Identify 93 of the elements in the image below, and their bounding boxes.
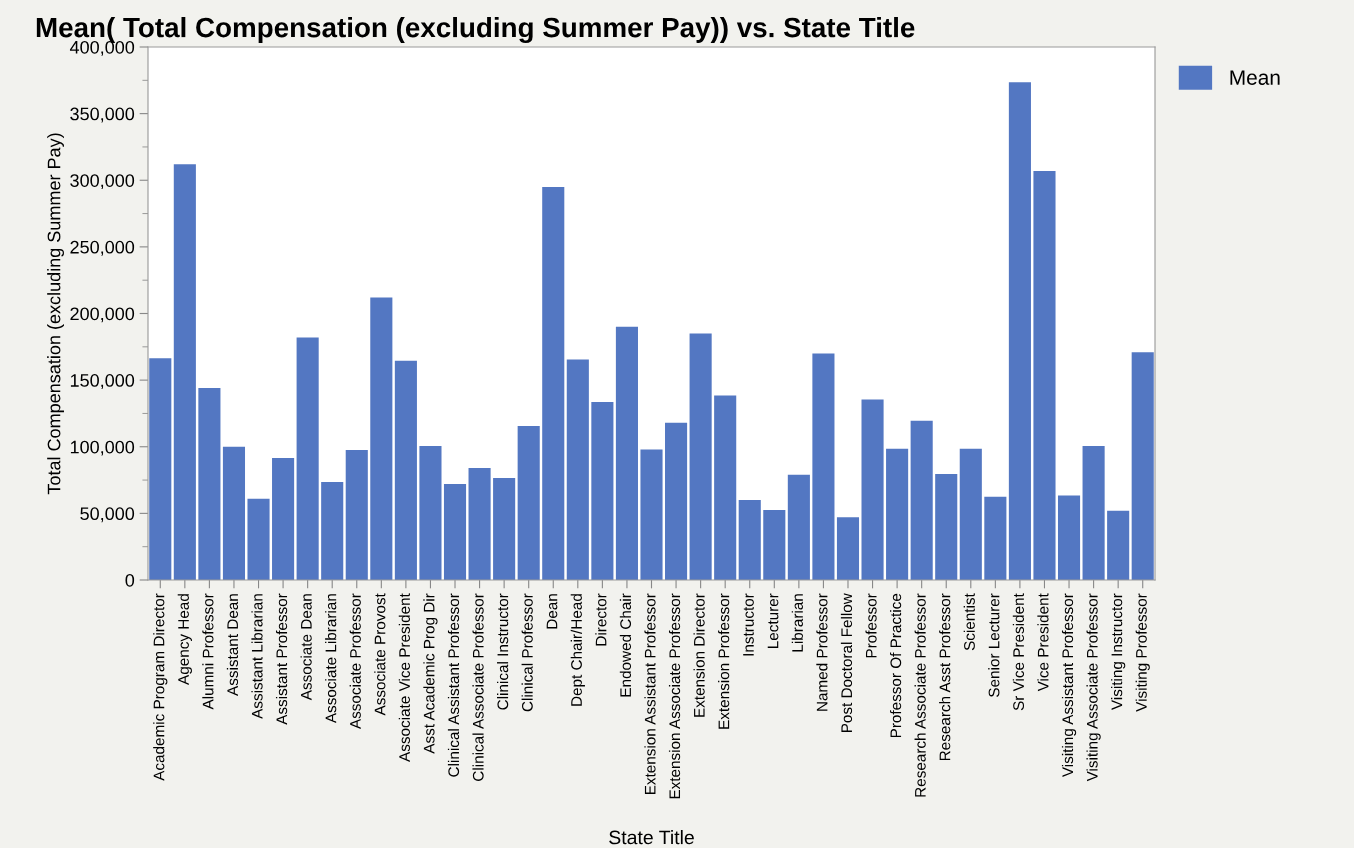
x-tick-label: Research Associate Professor bbox=[914, 593, 926, 797]
bar bbox=[370, 297, 393, 580]
bar bbox=[296, 337, 319, 580]
bar bbox=[665, 422, 688, 580]
bar bbox=[272, 458, 295, 580]
x-tick-label: Extension Professor bbox=[718, 593, 730, 729]
y-tick-label: 100,000 bbox=[70, 440, 135, 456]
y-tick-label: 0 bbox=[125, 573, 135, 587]
x-tick-label: Dean bbox=[546, 594, 558, 629]
bar bbox=[836, 517, 860, 580]
x-tick-label: Alumni Professor bbox=[202, 593, 214, 710]
bar bbox=[345, 450, 368, 580]
bar bbox=[1008, 82, 1031, 580]
x-tick-label: Visiting Professor bbox=[1135, 593, 1150, 712]
bar bbox=[1057, 495, 1081, 580]
bar bbox=[247, 498, 270, 580]
x-tick-label: Professor bbox=[865, 593, 877, 658]
bar bbox=[763, 510, 786, 580]
bar bbox=[910, 420, 933, 580]
x-tick-label: Associate Provost bbox=[374, 593, 386, 716]
bar bbox=[861, 399, 884, 580]
x-tick-label: Named Professor bbox=[816, 593, 828, 711]
x-tick-label: Vice President bbox=[1037, 593, 1049, 692]
bar bbox=[149, 358, 172, 580]
bar bbox=[689, 333, 712, 580]
x-tick-label: Dept Chair/Head bbox=[570, 594, 585, 706]
x-tick-label: Assistant Librarian bbox=[251, 594, 263, 719]
y-tick-label: 50,000 bbox=[80, 507, 135, 523]
x-tick-label: Clinical Assistant Professor bbox=[447, 593, 460, 777]
legend-label: Mean bbox=[1230, 70, 1280, 85]
x-tick-label: Asst Academic Prog Dir bbox=[423, 593, 438, 754]
bar bbox=[935, 474, 958, 580]
bar bbox=[959, 448, 982, 580]
bar bbox=[640, 449, 663, 580]
x-tick-label: Professor Of Practice bbox=[889, 593, 902, 738]
x-tick-label: Extension Assistant Professor bbox=[644, 593, 656, 795]
bar bbox=[886, 448, 909, 580]
x-tick-label: Instructor bbox=[743, 593, 754, 656]
x-tick-label: Associate Professor bbox=[349, 593, 361, 730]
bar bbox=[517, 426, 540, 580]
y-tick-label: 200,000 bbox=[70, 307, 135, 323]
x-tick-label: Clinical Associate Professor bbox=[472, 593, 484, 781]
x-tick-label: Assistant Professor bbox=[275, 593, 288, 725]
bar bbox=[714, 395, 737, 580]
x-tick-label: Associate Vice President bbox=[398, 593, 410, 762]
x-tick-label: Agency Head bbox=[177, 594, 192, 685]
bar bbox=[1131, 352, 1154, 580]
x-tick-label: Extension Director bbox=[693, 593, 705, 717]
bar bbox=[198, 388, 221, 580]
y-tick-label: 350,000 bbox=[70, 107, 135, 123]
bar bbox=[591, 402, 614, 580]
x-axis-title: State Title bbox=[609, 830, 694, 845]
x-tick-label: Visiting Instructor bbox=[1111, 593, 1126, 711]
x-tick-label: Senior Lecturer bbox=[988, 593, 1000, 697]
x-tick-label: Research Asst Professor bbox=[939, 593, 951, 761]
x-tick-label: Visiting Assistant Professor bbox=[1061, 593, 1077, 778]
bar bbox=[443, 484, 467, 580]
y-tick-label: 250,000 bbox=[70, 240, 135, 256]
x-tick-label: Lecturer bbox=[767, 593, 779, 648]
bar bbox=[812, 353, 835, 580]
bar bbox=[222, 446, 246, 580]
bar bbox=[468, 468, 491, 580]
y-tick-label: 150,000 bbox=[70, 374, 135, 389]
y-axis-title: Total Compensation (excluding Summer Pay) bbox=[47, 133, 64, 495]
bar bbox=[738, 500, 761, 580]
bar bbox=[615, 326, 638, 580]
bar bbox=[321, 482, 344, 580]
x-tick-label: Sr Vice President bbox=[1012, 593, 1025, 711]
x-tick-label: Clinical Instructor bbox=[497, 593, 509, 710]
bar bbox=[419, 446, 442, 580]
x-tick-label: Post Doctoral Fellow bbox=[840, 593, 853, 733]
bar bbox=[493, 478, 516, 580]
x-tick-label: Clinical Professor bbox=[521, 593, 533, 712]
bar bbox=[1082, 446, 1105, 580]
x-tick-label: Academic Program Director bbox=[153, 593, 168, 781]
x-tick-label: Endowed Chair bbox=[619, 593, 632, 697]
x-tick-label: Scientist bbox=[963, 593, 975, 651]
bar bbox=[1107, 510, 1130, 580]
bar bbox=[566, 359, 589, 580]
bar bbox=[173, 164, 196, 580]
bar bbox=[984, 496, 1007, 580]
x-tick-label: Associate Dean bbox=[300, 594, 312, 701]
x-tick-label: Director bbox=[595, 593, 607, 646]
x-tick-label: Visiting Associate Professor bbox=[1086, 593, 1101, 782]
x-tick-label: Assistant Dean bbox=[226, 594, 239, 696]
bar bbox=[787, 474, 810, 580]
x-tick-label: Librarian bbox=[791, 594, 803, 652]
y-tick-label: 300,000 bbox=[70, 174, 135, 190]
x-tick-label: Extension Associate Professor bbox=[668, 593, 681, 799]
bar bbox=[394, 360, 417, 580]
bar bbox=[1033, 170, 1056, 580]
bar bbox=[542, 186, 565, 580]
x-tick-label: Associate Librarian bbox=[325, 594, 337, 724]
